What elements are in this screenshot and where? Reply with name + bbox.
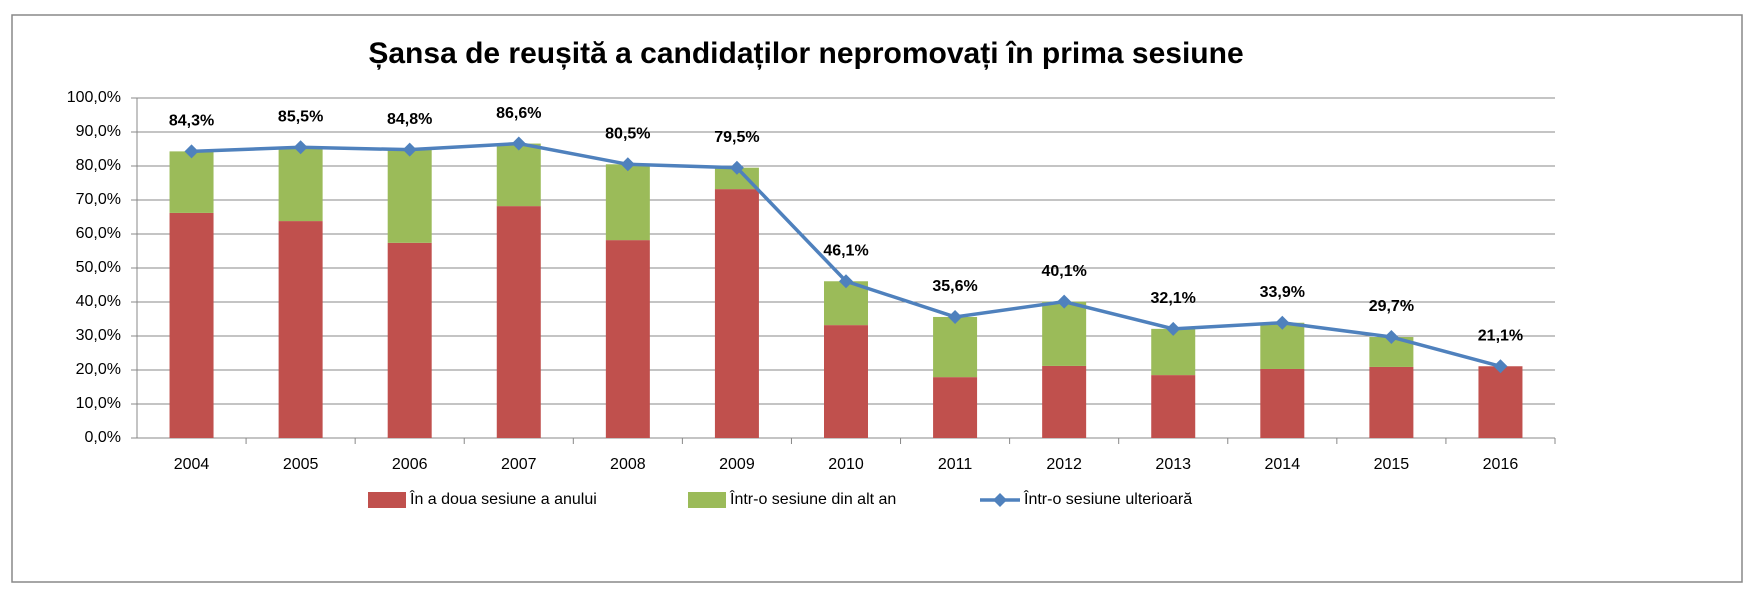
marker — [184, 144, 199, 159]
data-label: 32,1% — [1151, 290, 1196, 307]
data-label: 35,6% — [932, 278, 977, 295]
marker — [1493, 359, 1508, 374]
data-label: 84,3% — [169, 113, 214, 130]
bar-segment — [1260, 368, 1305, 438]
legend-swatch — [688, 492, 726, 508]
marker — [511, 136, 526, 151]
x-tick-label: 2011 — [938, 456, 973, 473]
x-tick-label: 2012 — [1046, 456, 1082, 473]
x-tick-label: 2009 — [719, 456, 755, 473]
x-tick-label: 2007 — [501, 456, 537, 473]
bar-segment — [824, 325, 868, 438]
y-tick-label: 30,0% — [76, 327, 121, 344]
marker — [1275, 315, 1290, 330]
bar-segment — [169, 212, 214, 438]
data-label: 33,9% — [1260, 284, 1305, 301]
bar-segment — [496, 143, 541, 207]
x-tick-label: 2016 — [1483, 456, 1519, 473]
marker — [839, 274, 853, 289]
x-tick-label: 2014 — [1265, 456, 1301, 473]
bar-segment — [605, 164, 650, 241]
data-label: 40,1% — [1041, 263, 1086, 280]
legend-label: Într-o sesiune din alt an — [729, 489, 896, 508]
bar-segment — [1151, 328, 1196, 376]
x-tick-label: 2006 — [392, 456, 428, 473]
y-tick-label: 80,0% — [76, 157, 121, 174]
bar-segment — [1260, 322, 1305, 369]
marker — [620, 157, 635, 172]
y-tick-label: 50,0% — [76, 259, 121, 276]
bar-segment — [824, 281, 868, 326]
bar-segment — [169, 151, 214, 213]
legend-marker — [993, 493, 1007, 507]
bar-segment — [278, 221, 323, 438]
y-tick-label: 0,0% — [85, 429, 121, 446]
legend-swatch — [368, 492, 406, 508]
bar-segment — [1478, 366, 1523, 438]
x-tick-label: 2004 — [174, 456, 210, 473]
marker — [948, 309, 963, 324]
data-label: 21,1% — [1478, 327, 1523, 344]
bar-segment — [278, 147, 323, 222]
bar-segment — [1151, 375, 1196, 438]
x-tick-label: 2010 — [828, 456, 864, 473]
y-tick-label: 40,0% — [76, 293, 121, 310]
bar-segment — [387, 149, 432, 243]
y-tick-label: 90,0% — [76, 123, 121, 140]
y-tick-label: 20,0% — [76, 361, 121, 378]
bar-segment — [1042, 301, 1087, 366]
bar-segment — [714, 167, 759, 190]
legend-label: În a doua sesiune a anului — [409, 489, 597, 508]
bar-segment — [933, 316, 978, 378]
data-label: 85,5% — [278, 109, 323, 126]
marker — [1166, 321, 1181, 336]
y-tick-label: 70,0% — [76, 191, 121, 208]
chart-title: Șansa de reușită a candidaților nepromov… — [368, 37, 1243, 70]
x-tick-label: 2015 — [1374, 456, 1410, 473]
x-tick-label: 2008 — [610, 456, 646, 473]
data-label: 84,8% — [387, 111, 432, 128]
bar-segment — [933, 377, 978, 438]
data-label: 46,1% — [823, 242, 868, 259]
bar-segment — [387, 242, 432, 438]
y-tick-label: 10,0% — [76, 395, 121, 412]
data-label: 80,5% — [605, 126, 650, 143]
marker — [1057, 294, 1072, 309]
y-tick-label: 100,0% — [67, 89, 121, 106]
x-tick-label: 2005 — [283, 456, 319, 473]
bar-segment — [605, 240, 650, 438]
data-label: 29,7% — [1369, 298, 1414, 315]
data-label: 86,6% — [496, 105, 541, 122]
bar-segment — [1042, 365, 1087, 438]
marker — [293, 140, 308, 155]
marker — [1384, 330, 1399, 345]
marker — [729, 160, 744, 175]
bar-segment — [1369, 366, 1414, 438]
data-label: 79,5% — [714, 129, 759, 146]
bar-segment — [714, 189, 759, 438]
marker — [402, 142, 417, 157]
legend-label: Într-o sesiune ulterioară — [1023, 489, 1192, 508]
bar-segment — [496, 206, 541, 438]
y-tick-label: 60,0% — [76, 225, 121, 242]
x-tick-label: 2013 — [1155, 456, 1191, 473]
